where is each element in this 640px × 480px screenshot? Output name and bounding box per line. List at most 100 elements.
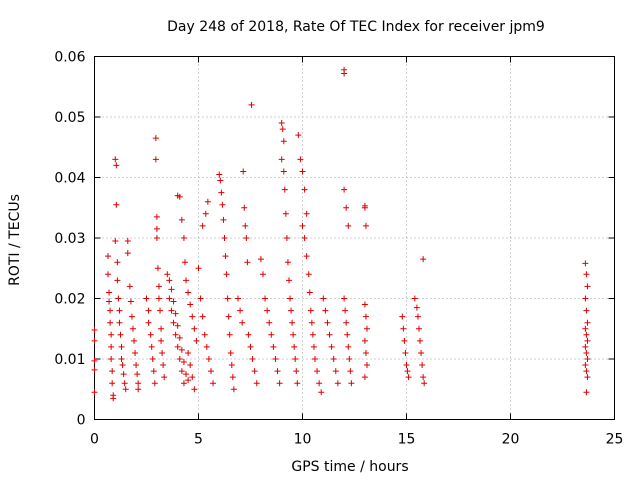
data-point xyxy=(112,156,119,163)
data-point xyxy=(168,307,175,314)
data-point xyxy=(219,201,226,208)
data-point xyxy=(105,271,112,278)
y-tick-label: 0 xyxy=(77,413,86,429)
data-point xyxy=(122,386,129,393)
data-point xyxy=(244,259,251,266)
data-point xyxy=(344,331,351,338)
data-point xyxy=(107,307,114,314)
data-point xyxy=(157,307,164,314)
data-point xyxy=(174,343,181,350)
data-point xyxy=(225,313,232,320)
data-point xyxy=(414,313,421,320)
data-point xyxy=(405,374,412,381)
data-point xyxy=(189,374,196,381)
data-point xyxy=(262,295,269,302)
data-point xyxy=(582,362,589,369)
data-point xyxy=(227,349,234,356)
data-point xyxy=(583,368,590,375)
data-point xyxy=(91,337,98,344)
data-point xyxy=(303,253,310,260)
data-point xyxy=(362,222,369,229)
data-point xyxy=(334,380,341,387)
data-point xyxy=(135,386,142,393)
data-point xyxy=(108,343,115,350)
data-point xyxy=(243,235,250,241)
data-point xyxy=(170,298,177,305)
data-point xyxy=(191,325,198,332)
data-point xyxy=(582,295,589,302)
data-point xyxy=(160,362,167,369)
data-point xyxy=(91,366,98,373)
data-point xyxy=(420,256,427,263)
data-point xyxy=(345,343,352,350)
data-point xyxy=(295,132,302,139)
data-point xyxy=(221,235,228,241)
data-point xyxy=(584,337,591,344)
data-point xyxy=(108,331,115,338)
data-point xyxy=(131,337,138,344)
data-point xyxy=(257,256,264,263)
data-point xyxy=(278,156,285,163)
tick-labels: 0 5 10 15 20 25 0 0.01 0.02 0.03 0.04 0.05 0.06 xyxy=(54,50,623,448)
data-point xyxy=(115,295,122,302)
data-point xyxy=(309,331,316,338)
data-point xyxy=(348,380,355,387)
x-tick-label: 0 xyxy=(90,432,99,448)
data-point xyxy=(583,389,590,396)
data-point xyxy=(176,356,183,362)
chart-title: Day 248 of 2018, Rate Of TEC Index for r… xyxy=(167,19,545,35)
data-point xyxy=(178,216,185,223)
data-point xyxy=(151,380,158,387)
data-point xyxy=(583,331,590,338)
data-point xyxy=(332,368,339,375)
data-point xyxy=(105,253,112,260)
data-point xyxy=(582,343,589,350)
y-axis-label: ROTI / TECUs xyxy=(7,194,23,286)
data-point xyxy=(114,277,121,284)
data-point xyxy=(404,368,411,375)
data-point xyxy=(242,222,249,229)
data-point xyxy=(216,171,223,178)
data-point xyxy=(218,189,225,196)
data-point xyxy=(582,325,589,332)
data-point xyxy=(176,334,183,341)
data-point xyxy=(109,380,116,387)
data-point xyxy=(148,343,155,350)
data-point xyxy=(361,374,368,381)
data-point xyxy=(183,277,190,284)
data-point xyxy=(91,389,98,396)
data-point xyxy=(166,295,173,302)
data-point xyxy=(178,346,185,353)
data-point xyxy=(117,331,124,338)
data-point xyxy=(154,265,161,272)
data-point xyxy=(199,313,206,320)
data-point xyxy=(187,301,194,308)
data-point xyxy=(584,374,591,381)
data-point xyxy=(253,380,260,387)
data-point xyxy=(155,283,162,290)
data-point xyxy=(341,186,348,193)
data-point xyxy=(584,319,591,326)
x-tick-label: 15 xyxy=(398,432,416,448)
data-point xyxy=(166,277,173,284)
data-point xyxy=(245,331,252,338)
data-point xyxy=(276,380,283,387)
data-point xyxy=(126,283,133,290)
data-point xyxy=(180,380,187,387)
data-point xyxy=(119,362,126,369)
data-point xyxy=(161,374,168,381)
data-point xyxy=(303,210,310,217)
data-point xyxy=(362,313,369,320)
data-point xyxy=(299,168,306,175)
data-point xyxy=(346,356,353,362)
data-point xyxy=(118,356,125,362)
data-point xyxy=(205,356,212,362)
data-point xyxy=(316,380,323,387)
x-tick-label: 20 xyxy=(502,432,520,448)
data-point xyxy=(401,337,408,344)
data-point xyxy=(399,313,406,320)
data-point xyxy=(181,259,188,266)
data-point xyxy=(307,307,314,314)
data-point xyxy=(197,295,204,302)
data-point xyxy=(124,238,131,245)
